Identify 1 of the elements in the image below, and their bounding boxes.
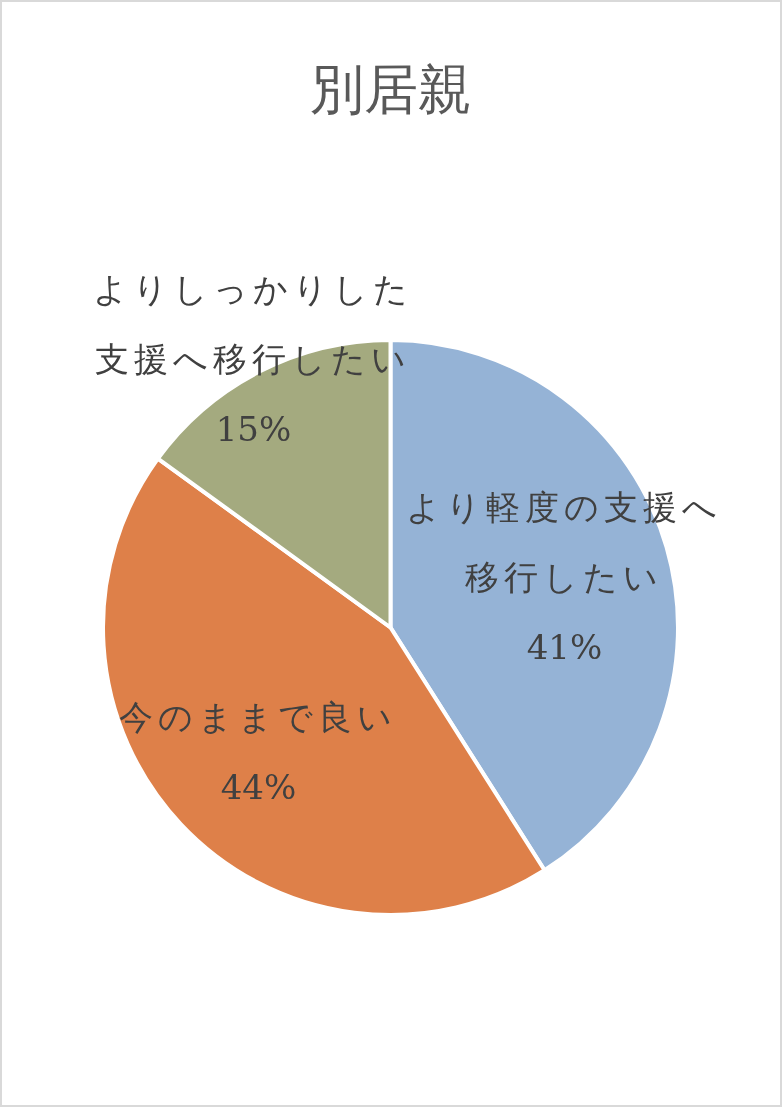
title: 別居親 xyxy=(310,58,472,121)
